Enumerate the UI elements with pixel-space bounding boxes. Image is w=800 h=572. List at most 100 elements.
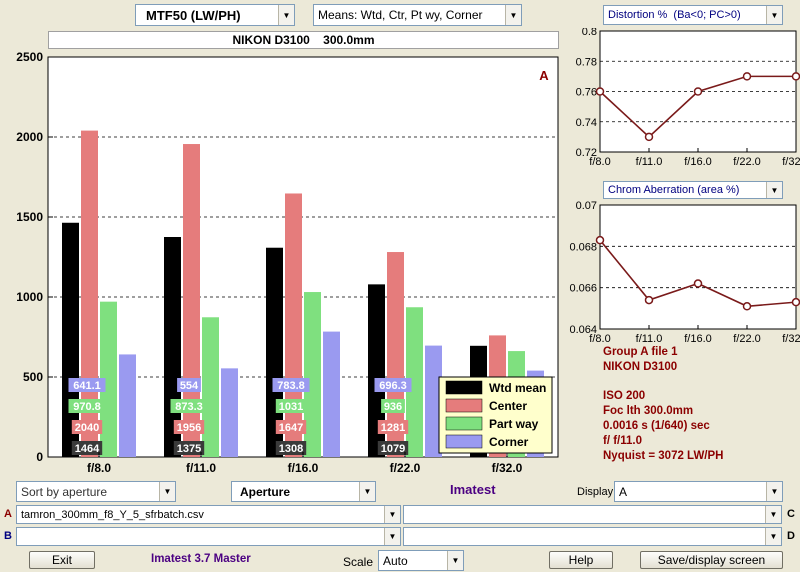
- subtitle-bar: NIKON D3100 300.0mm: [48, 31, 559, 49]
- info-line-2: NIKON D3100: [603, 361, 678, 373]
- info-line-1: Group A file 1: [603, 346, 678, 358]
- scale-label: Scale: [343, 555, 374, 569]
- bar-part-way: [304, 292, 321, 457]
- info-line-7: f/ f/11.0: [603, 435, 642, 447]
- chevron-down-icon: ▼: [384, 506, 400, 523]
- chrom-aberration-select[interactable]: Chrom Aberration (area %) ▼: [603, 181, 783, 199]
- row-c-label: C: [787, 508, 795, 520]
- bar-corner: [425, 345, 442, 457]
- chevron-down-icon: ▼: [447, 551, 463, 570]
- data-label-box: [275, 441, 307, 455]
- data-label-box: [381, 399, 405, 413]
- chevron-down-icon: ▼: [159, 482, 175, 501]
- save-button-label: Save/display screen: [657, 553, 766, 567]
- file-b-select[interactable]: ▼: [16, 527, 401, 546]
- x-tick-label: f/11.0: [186, 461, 216, 475]
- chevron-down-icon: ▼: [278, 5, 294, 25]
- x-tick-label: f/8.0: [589, 333, 610, 345]
- chevron-down-icon: ▼: [766, 6, 782, 24]
- plot-type-select[interactable]: MTF50 (LW/PH) ▼: [135, 4, 295, 26]
- chevron-down-icon: ▼: [765, 506, 781, 523]
- data-label-box: [68, 378, 106, 392]
- app-name-label: Imatest: [450, 482, 496, 497]
- chevron-down-icon: ▼: [765, 528, 781, 545]
- bar-part-way: [202, 317, 219, 457]
- aperture-value: Aperture: [240, 484, 291, 499]
- data-point: [742, 72, 752, 81]
- x-tick-label: f/8.0: [589, 156, 610, 168]
- chevron-down-icon: ▼: [766, 482, 782, 501]
- display-value: A: [619, 484, 628, 499]
- row-a-label: A: [4, 508, 12, 520]
- chevron-down-icon: ▼: [766, 182, 782, 198]
- data-label: 936: [384, 401, 402, 413]
- y-tick-label: 0.064: [569, 324, 597, 336]
- y-tick-label: 0.07: [576, 200, 597, 212]
- data-point: [693, 87, 703, 96]
- y-tick-label: 0.8: [582, 28, 597, 38]
- y-tick-label: 0: [36, 450, 43, 464]
- data-label-box: [68, 399, 106, 413]
- chevron-down-icon: ▼: [505, 5, 521, 25]
- bar-center: [81, 130, 98, 457]
- bar-corner: [323, 331, 340, 457]
- display-select[interactable]: A ▼: [614, 481, 783, 502]
- data-label: 1281: [381, 422, 405, 434]
- bar-part-way: [406, 307, 423, 457]
- aperture-select[interactable]: Aperture ▼: [231, 481, 376, 502]
- x-tick-label: f/32.0: [782, 156, 800, 168]
- x-tick-label: f/16.0: [684, 156, 712, 168]
- x-tick-label: f/8.0: [87, 461, 111, 475]
- data-label-box: [377, 420, 409, 434]
- data-label: 783.8: [277, 380, 305, 392]
- file-a-select[interactable]: tamron_300mm_f8_Y_5_sfrbatch.csv ▼: [16, 505, 401, 524]
- exit-button[interactable]: Exit: [29, 551, 95, 569]
- info-line-4: ISO 200: [603, 390, 646, 402]
- data-label: 554: [180, 380, 199, 392]
- info-line-8: Nyquist = 3072 LW/PH: [603, 450, 724, 462]
- info-line-6: 0.0016 s (1/640) sec: [603, 420, 710, 432]
- means-value: Means: Wtd, Ctr, Pt wy, Corner: [318, 8, 483, 22]
- data-point: [644, 295, 654, 305]
- y-tick-label: 0.72: [576, 147, 597, 159]
- data-label-box: [275, 399, 307, 413]
- file-d-select[interactable]: ▼: [403, 527, 782, 546]
- chart-legend: Wtd mean Center Part way Corner: [438, 376, 553, 454]
- means-select[interactable]: Means: Wtd, Ctr, Pt wy, Corner ▼: [313, 4, 522, 26]
- legend-label: Part way: [489, 417, 539, 431]
- version-label: Imatest 3.7 Master: [151, 553, 251, 565]
- sort-select[interactable]: Sort by aperture ▼: [16, 481, 176, 502]
- distortion-line-chart: 0.8 0.78 0.76 0.74 0.72f/8.0 f/11.0 f/16.0 f/22…: [576, 28, 800, 168]
- file-c-select[interactable]: ▼: [403, 505, 782, 524]
- save-display-screen-button[interactable]: Save/display screen: [640, 551, 783, 569]
- data-point: [595, 235, 605, 245]
- data-label: 2040: [75, 422, 99, 434]
- data-label: 641.1: [73, 380, 101, 392]
- legend-swatch: [445, 380, 483, 395]
- data-label: 696.3: [379, 380, 407, 392]
- bar-corner: [221, 368, 238, 457]
- distortion-select[interactable]: Distortion % (Ba<0; PC>0) ▼: [603, 5, 783, 25]
- data-point: [693, 279, 703, 288]
- scale-select[interactable]: Auto ▼: [378, 550, 464, 571]
- y-tick-label: 1500: [16, 210, 43, 224]
- data-label: 970.8: [73, 401, 101, 413]
- chart-corner-label: A: [539, 68, 549, 83]
- chevron-down-icon: ▼: [384, 528, 400, 545]
- help-button-label: Help: [568, 553, 594, 567]
- y-tick-label: 0.066: [569, 283, 597, 295]
- help-button[interactable]: Help: [549, 551, 613, 569]
- y-tick-label: 2500: [16, 50, 43, 64]
- x-tick-label: f/22.0: [733, 156, 761, 168]
- data-label-box: [374, 378, 412, 392]
- x-tick-label: f/16.0: [288, 461, 319, 475]
- row-b-label: B: [4, 530, 12, 542]
- data-label-box: [272, 378, 310, 392]
- legend-swatch: [445, 434, 483, 449]
- data-label-box: [173, 420, 205, 434]
- data-point: [791, 297, 800, 307]
- data-label: 1079: [381, 443, 405, 455]
- x-tick-label: f/16.0: [684, 333, 712, 345]
- file-a-value: tamron_300mm_f8_Y_5_sfrbatch.csv: [21, 508, 204, 521]
